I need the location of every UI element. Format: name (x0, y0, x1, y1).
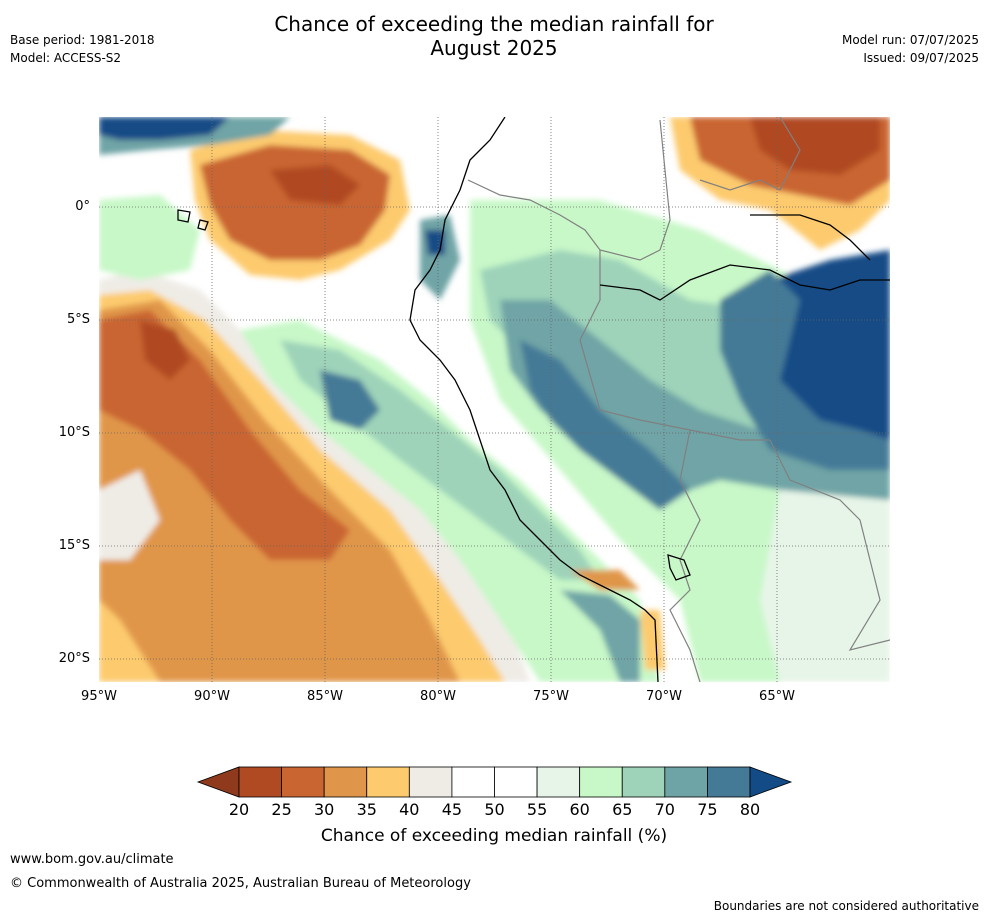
map-field (99, 117, 890, 682)
coastline (177, 117, 890, 682)
colorbar-bin-65-70 (621, 766, 666, 798)
highland-wet-80 (425, 230, 445, 255)
lon-label-70w: 70°W (646, 689, 682, 704)
colorbar-tick-70: 70 (654, 800, 675, 819)
ocean-patch-light (99, 470, 160, 560)
east-pale-green (760, 490, 890, 682)
lat-label-0: 0° (75, 199, 90, 214)
lon-label-90w: 90°W (194, 689, 230, 704)
colorbar-tick-20: 20 (228, 800, 250, 819)
colorbar-bin-50-55 (494, 766, 538, 798)
lake-titicaca (667, 554, 691, 581)
colorbar-bin-40-45 (408, 766, 453, 798)
colorbar-tick-50: 50 (484, 800, 505, 819)
colorbar-tick-65: 65 (612, 800, 633, 819)
lon-label-65w: 65°W (759, 689, 795, 704)
base-period-label: Base period: 1981-2018 (10, 33, 155, 47)
colorbar-tick-80: 80 (739, 800, 761, 819)
colorbar (196, 766, 793, 798)
country-borders (467, 117, 890, 682)
galapagos-2 (197, 219, 209, 231)
graticule (99, 117, 890, 682)
issued-label: Issued: 09/07/2025 (863, 51, 979, 65)
model-run-label: Model run: 07/07/2025 (841, 33, 979, 47)
interior-wet-75 (500, 300, 890, 520)
lon-label-80w: 80°W (420, 689, 456, 704)
lat-label-5s: 5°S (66, 312, 90, 327)
southern-wet-75 (560, 590, 640, 682)
colorbar-bin-45-50 (451, 766, 495, 798)
colorbar-bin-30-35 (323, 766, 368, 798)
colorbar-tick-55: 55 (526, 800, 548, 819)
west-green-patch (99, 195, 200, 280)
footer-disclaimer: Boundaries are not considered authoritat… (713, 899, 979, 913)
colorbar-bin-35-40 (366, 766, 410, 798)
colorbar-low-extend (196, 766, 240, 798)
interior-wet-80 (520, 340, 690, 510)
colorbar-bin-75-80 (707, 766, 751, 798)
southern-coast-strip (640, 610, 665, 670)
colorbar-bin-20-25 (238, 766, 282, 798)
footer-copyright: © Commonwealth of Australia 2025, Austra… (10, 876, 471, 891)
north-patch-25 (270, 165, 360, 205)
ocean-band-20 (140, 320, 190, 380)
amazon-wet-80 (770, 250, 890, 440)
colorbar-tick-45: 45 (441, 800, 463, 819)
lon-label-75w: 75°W (533, 689, 569, 704)
colorbar-high-extend (749, 766, 793, 798)
lat-label-15s: 15°S (58, 538, 90, 553)
colorbar-tick-30: 30 (314, 800, 335, 819)
footer-url[interactable]: www.bom.gov.au/climate (10, 852, 174, 867)
nw-wet-80 (99, 117, 230, 140)
galapagos-1 (177, 209, 191, 223)
colorbar-bin-70-75 (664, 766, 708, 798)
border-venezuela (699, 117, 801, 191)
model-label: Model: ACCESS-S2 (10, 51, 122, 65)
colorbar-label: Chance of exceeding median rainfall (%) (320, 826, 668, 846)
coastline-pacific (409, 117, 659, 682)
lon-label-95w: 95°W (81, 689, 117, 704)
colorbar-tick-40: 40 (399, 800, 420, 819)
colorbar-bin-60-65 (579, 766, 623, 798)
rainfall-probability-shading (99, 117, 890, 682)
colorbar-tick-75: 75 (697, 800, 718, 819)
map-title-line1: Chance of exceeding the median rainfall … (274, 12, 714, 36)
border-peru-bolivia (669, 429, 701, 682)
map-title-line2: August 2025 (430, 36, 558, 60)
border-peru-brazil (579, 250, 770, 441)
amazon-river (599, 264, 890, 301)
colorbar-bin-25-30 (281, 766, 325, 798)
southern-coast-dry (570, 570, 640, 590)
ne-dry-25 (750, 117, 880, 175)
lat-label-20s: 20°S (58, 651, 90, 666)
colorbar-tick-35: 35 (356, 800, 377, 819)
lat-label-10s: 10°S (58, 425, 90, 440)
colorbar-bins (238, 766, 751, 798)
colorbar-bin-55-60 (536, 766, 581, 798)
map-title: Chance of exceeding the median rainfall … (0, 12, 988, 60)
rio-negro (750, 214, 871, 261)
colorbar-tick-25: 25 (271, 800, 292, 819)
lon-label-85w: 85°W (307, 689, 343, 704)
border-bolivia-brazil (769, 439, 890, 651)
coast-wet-75 (320, 370, 380, 430)
colorbar-tick-60: 60 (569, 800, 590, 819)
